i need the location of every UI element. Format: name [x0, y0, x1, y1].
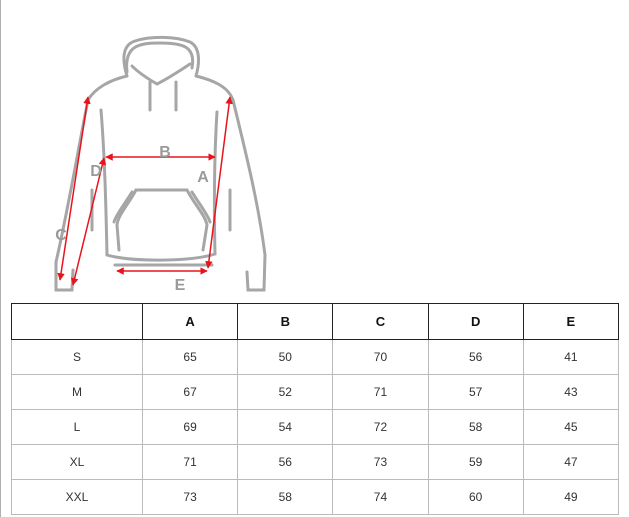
size-chart-table: A B C D E S 65 50 70 56 41 M 67 52 71 57 43 L 69 54 72 5… [11, 303, 620, 515]
table-row: M 67 52 71 57 43 [11, 374, 620, 410]
measurement-cell: 47 [522, 444, 620, 480]
header-a: A [141, 303, 239, 340]
table-row: XL 71 56 73 59 47 [11, 444, 620, 480]
measurement-cell: 58 [237, 479, 334, 515]
measurement-cell: 69 [141, 409, 239, 445]
measurement-cell: 57 [427, 374, 524, 410]
table-row: XXL 73 58 74 60 49 [11, 479, 620, 515]
measurement-cell: 59 [427, 444, 524, 480]
measurement-cell: 73 [332, 444, 429, 480]
measurement-arrows [57, 96, 233, 286]
size-cell: S [11, 339, 143, 375]
measurement-cell: 56 [237, 444, 334, 480]
table-row: S 65 50 70 56 41 [11, 339, 620, 375]
size-cell: XL [11, 444, 143, 480]
label-a: A [197, 169, 209, 186]
header-e: E [522, 303, 620, 340]
measurement-cell: 45 [522, 409, 620, 445]
header-b: B [237, 303, 334, 340]
size-cell: L [11, 409, 143, 445]
measurement-cell: 71 [332, 374, 429, 410]
size-cell: M [11, 374, 143, 410]
measurement-cell: 52 [237, 374, 334, 410]
measurement-cell: 65 [141, 339, 239, 375]
label-b: B [159, 144, 171, 161]
measurement-cell: 70 [332, 339, 429, 375]
measurement-cell: 71 [141, 444, 239, 480]
label-e: E [175, 277, 186, 294]
measurement-cell: 43 [522, 374, 620, 410]
measurement-cell: 72 [332, 409, 429, 445]
measurement-cell: 41 [522, 339, 620, 375]
hoodie-measurement-diagram: B D A C E [54, 35, 267, 294]
hoodie-outline [54, 35, 267, 292]
measurement-cell: 49 [522, 479, 620, 515]
measurement-cell: 74 [332, 479, 429, 515]
header-d: D [427, 303, 524, 340]
arrow-d [70, 157, 107, 286]
measurement-cell: 73 [141, 479, 239, 515]
measurement-cell: 67 [141, 374, 239, 410]
table-row: L 69 54 72 58 45 [11, 409, 620, 445]
measurement-cell: 50 [237, 339, 334, 375]
table-header-row: A B C D E [11, 303, 620, 340]
measurement-cell: 54 [237, 409, 334, 445]
header-size [11, 303, 143, 340]
left-border [0, 0, 1, 517]
size-cell: XXL [11, 479, 143, 515]
measurement-cell: 56 [427, 339, 524, 375]
label-d: D [90, 163, 102, 180]
arrow-c [57, 96, 91, 281]
label-c: C [55, 227, 67, 244]
measurement-cell: 58 [427, 409, 524, 445]
measurement-cell: 60 [427, 479, 524, 515]
header-c: C [332, 303, 429, 340]
arrow-a [205, 96, 233, 269]
